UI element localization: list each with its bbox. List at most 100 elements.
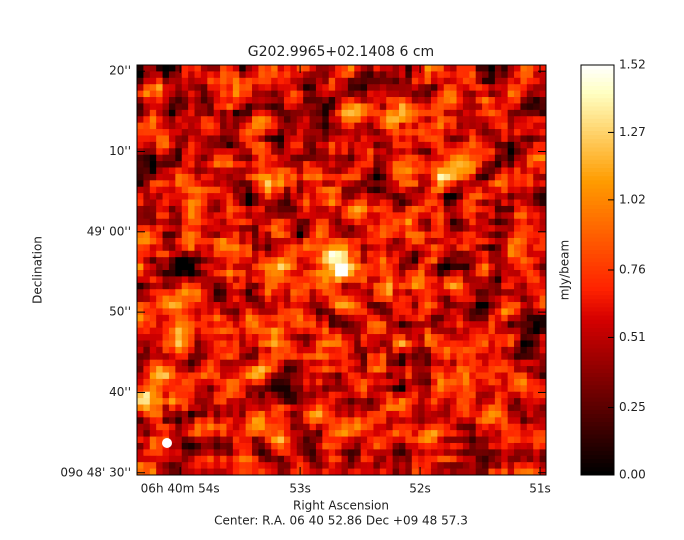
map-pixel [271,410,279,418]
map-pixel [271,442,279,450]
map-pixel [213,436,221,444]
map-pixel [252,257,259,265]
map-pixel [430,148,438,156]
map-pixel [220,404,227,412]
map-pixel [418,468,426,476]
map-pixel [162,276,170,284]
map-pixel [309,180,317,188]
map-pixel [430,205,438,213]
map-pixel [143,366,151,373]
map-pixel [245,270,253,277]
map-pixel [443,436,451,444]
map-pixel [520,404,528,412]
map-pixel [379,186,387,194]
map-pixel [514,302,521,309]
map-pixel [328,295,336,303]
map-pixel [226,90,234,98]
map-pixel [456,97,464,104]
map-pixel [213,468,221,476]
map-pixel [539,270,547,277]
map-pixel [162,186,170,194]
map-pixel [264,263,272,271]
map-pixel [450,455,458,463]
map-pixel [341,321,349,329]
map-pixel [386,180,394,188]
map-pixel [162,462,170,470]
map-pixel [514,340,521,348]
map-pixel [450,244,458,252]
map-pixel [507,436,515,444]
map-pixel [149,250,157,258]
map-pixel [309,263,317,271]
map-pixel [367,135,374,143]
map-pixel [143,359,151,367]
map-pixel [277,410,285,418]
map-pixel [411,205,419,213]
map-pixel [430,302,438,309]
map-pixel [315,276,323,284]
map-pixel [175,385,183,393]
map-pixel [501,148,509,156]
map-pixel [181,385,189,393]
map-pixel [539,462,547,470]
map-pixel [430,423,438,431]
map-pixel [232,308,240,316]
map-pixel [347,84,355,92]
map-pixel [507,366,515,373]
map-pixel [341,289,349,297]
map-pixel [143,276,151,284]
map-pixel [258,263,266,271]
map-pixel [207,442,215,450]
map-pixel [424,449,432,457]
map-pixel [392,321,400,329]
map-pixel [379,237,387,245]
map-pixel [469,449,477,457]
map-pixel [239,218,247,226]
map-pixel [149,442,157,450]
map-pixel [239,244,247,252]
map-pixel [437,84,445,92]
map-pixel [335,231,342,239]
map-pixel [232,109,240,117]
map-pixel [430,167,438,175]
map-pixel [462,308,470,316]
map-pixel [347,462,355,470]
map-pixel [437,289,445,297]
map-pixel [303,423,311,431]
map-pixel [328,353,336,361]
map-pixel [315,455,323,463]
map-pixel [488,116,496,124]
map-pixel [379,244,387,252]
map-pixel [213,270,221,277]
colorbar-cell [581,368,614,373]
map-pixel [418,398,426,406]
map-pixel [264,314,272,322]
map-pixel [379,276,387,284]
map-pixel [405,90,413,98]
map-pixel [456,250,464,258]
map-pixel [424,77,432,85]
map-pixel [168,404,176,412]
map-pixel [220,455,227,463]
map-pixel [456,327,464,335]
map-pixel [271,455,279,463]
map-pixel [162,250,170,258]
map-pixel [309,116,317,124]
map-pixel [315,193,323,201]
map-pixel [347,141,355,149]
map-pixel [469,250,477,258]
map-pixel [200,141,208,149]
map-pixel [469,97,477,104]
map-pixel [411,154,419,162]
map-pixel [469,308,477,316]
map-pixel [469,199,477,207]
map-pixel [277,404,285,412]
map-pixel [258,289,266,297]
map-pixel [188,65,196,72]
map-pixel [168,77,176,85]
map-pixel [271,282,279,290]
map-pixel [526,282,534,290]
map-pixel [507,135,515,143]
map-pixel [469,417,477,425]
map-pixel [226,167,234,175]
